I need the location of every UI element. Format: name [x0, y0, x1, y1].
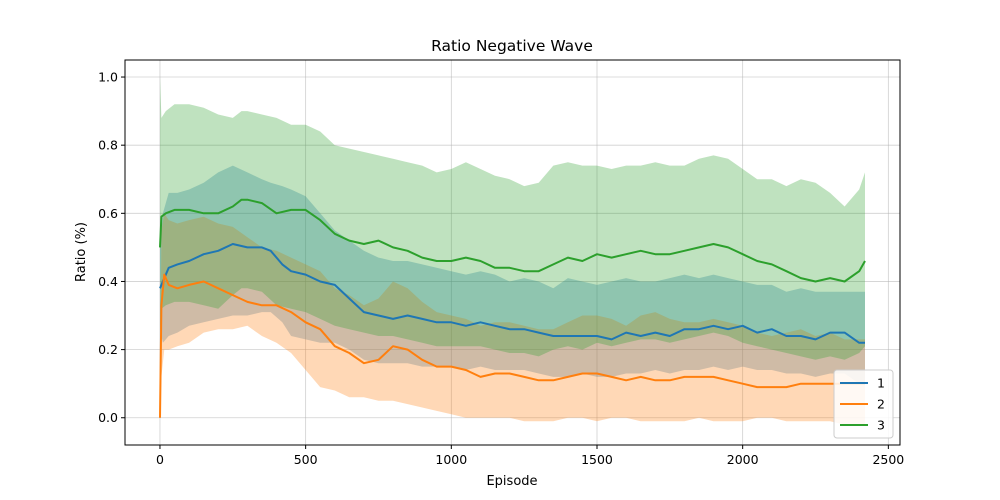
y-axis-label: Ratio (%)	[74, 222, 89, 282]
grid-lines	[125, 60, 900, 445]
y-tick-label: 0.2	[98, 342, 118, 357]
legend-label-3: 3	[877, 418, 885, 433]
y-tick-label: 0.4	[98, 274, 118, 289]
series-lines	[159, 198, 866, 418]
x-tick-label: 1500	[581, 452, 613, 467]
plot-area	[125, 60, 900, 445]
chart-title: Ratio Negative Wave	[431, 37, 593, 55]
legend: 1 2 3	[833, 369, 894, 439]
y-tick-label: 0.0	[98, 410, 118, 425]
legend-label-2: 2	[877, 397, 885, 412]
y-tick-label: 1.0	[98, 70, 118, 85]
plot-frame	[124, 59, 901, 446]
series-1-line	[159, 243, 865, 344]
x-tick-label: 2500	[872, 452, 904, 467]
series-3-line	[159, 198, 866, 283]
x-tick-label: 1000	[435, 452, 467, 467]
x-tick-label: 2000	[727, 452, 759, 467]
series-2-band	[160, 213, 865, 425]
x-axis-ticks: 0 500 1000 1500 2000 2500	[156, 445, 904, 467]
y-tick-label: 0.6	[98, 206, 118, 221]
x-tick-label: 0	[156, 452, 164, 467]
legend-label-1: 1	[877, 376, 885, 391]
x-axis-label: Episode	[486, 474, 537, 489]
series-3-band	[160, 77, 865, 360]
series-2-line	[159, 273, 865, 418]
x-tick-label: 500	[294, 452, 318, 467]
y-tick-label: 0.8	[98, 138, 118, 153]
y-axis-ticks: 0.0 0.2 0.4 0.6 0.8 1.0	[98, 70, 125, 425]
